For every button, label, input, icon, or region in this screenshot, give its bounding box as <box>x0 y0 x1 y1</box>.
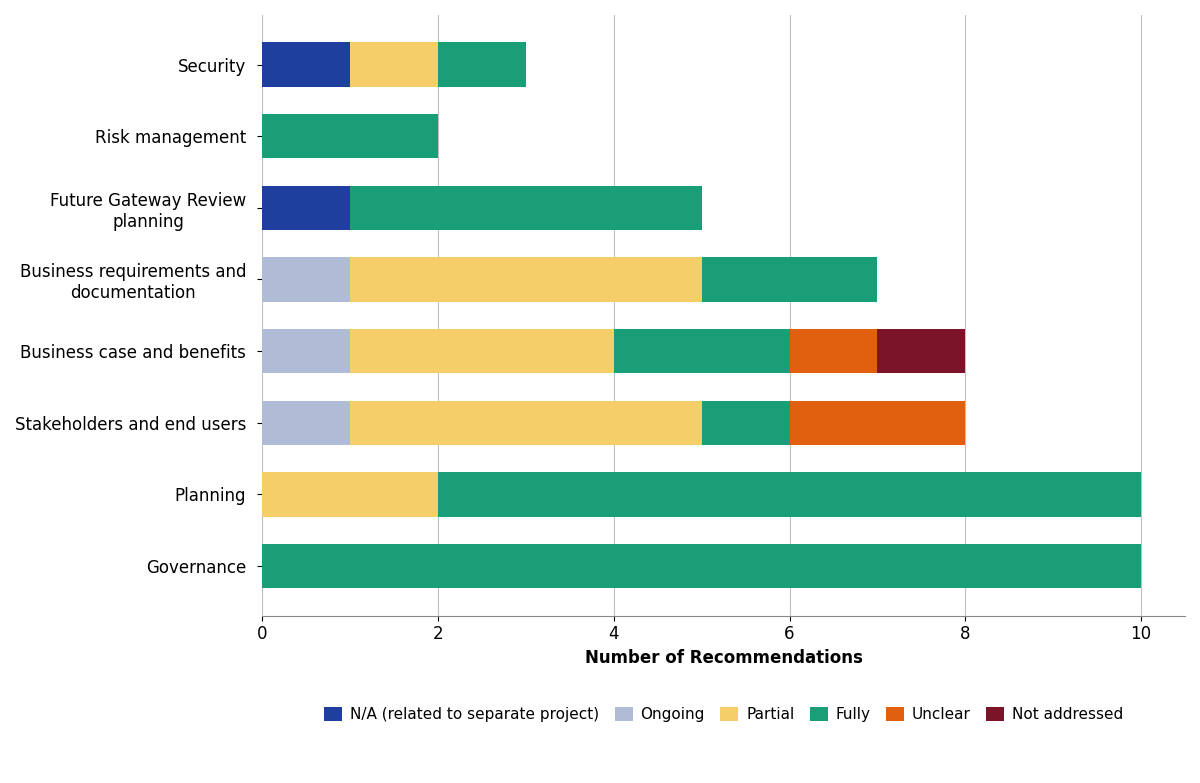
Bar <box>263 42 350 87</box>
Bar <box>438 42 526 87</box>
Bar <box>702 258 877 301</box>
Bar <box>350 42 438 87</box>
Bar <box>263 114 438 158</box>
Bar <box>263 472 438 517</box>
Bar <box>877 329 965 373</box>
Bar <box>263 258 350 301</box>
X-axis label: Number of Recommendations: Number of Recommendations <box>584 649 863 667</box>
Bar <box>790 401 965 445</box>
Bar <box>614 329 790 373</box>
Bar <box>438 472 1141 517</box>
Bar <box>350 186 702 230</box>
Bar <box>263 544 1141 588</box>
Legend: N/A (related to separate project), Ongoing, Partial, Fully, Unclear, Not address: N/A (related to separate project), Ongoi… <box>318 702 1129 728</box>
Bar <box>263 329 350 373</box>
Bar <box>263 401 350 445</box>
Bar <box>350 401 702 445</box>
Bar <box>702 401 790 445</box>
Bar <box>790 329 877 373</box>
Bar <box>350 329 614 373</box>
Bar <box>263 186 350 230</box>
Bar <box>350 258 702 301</box>
